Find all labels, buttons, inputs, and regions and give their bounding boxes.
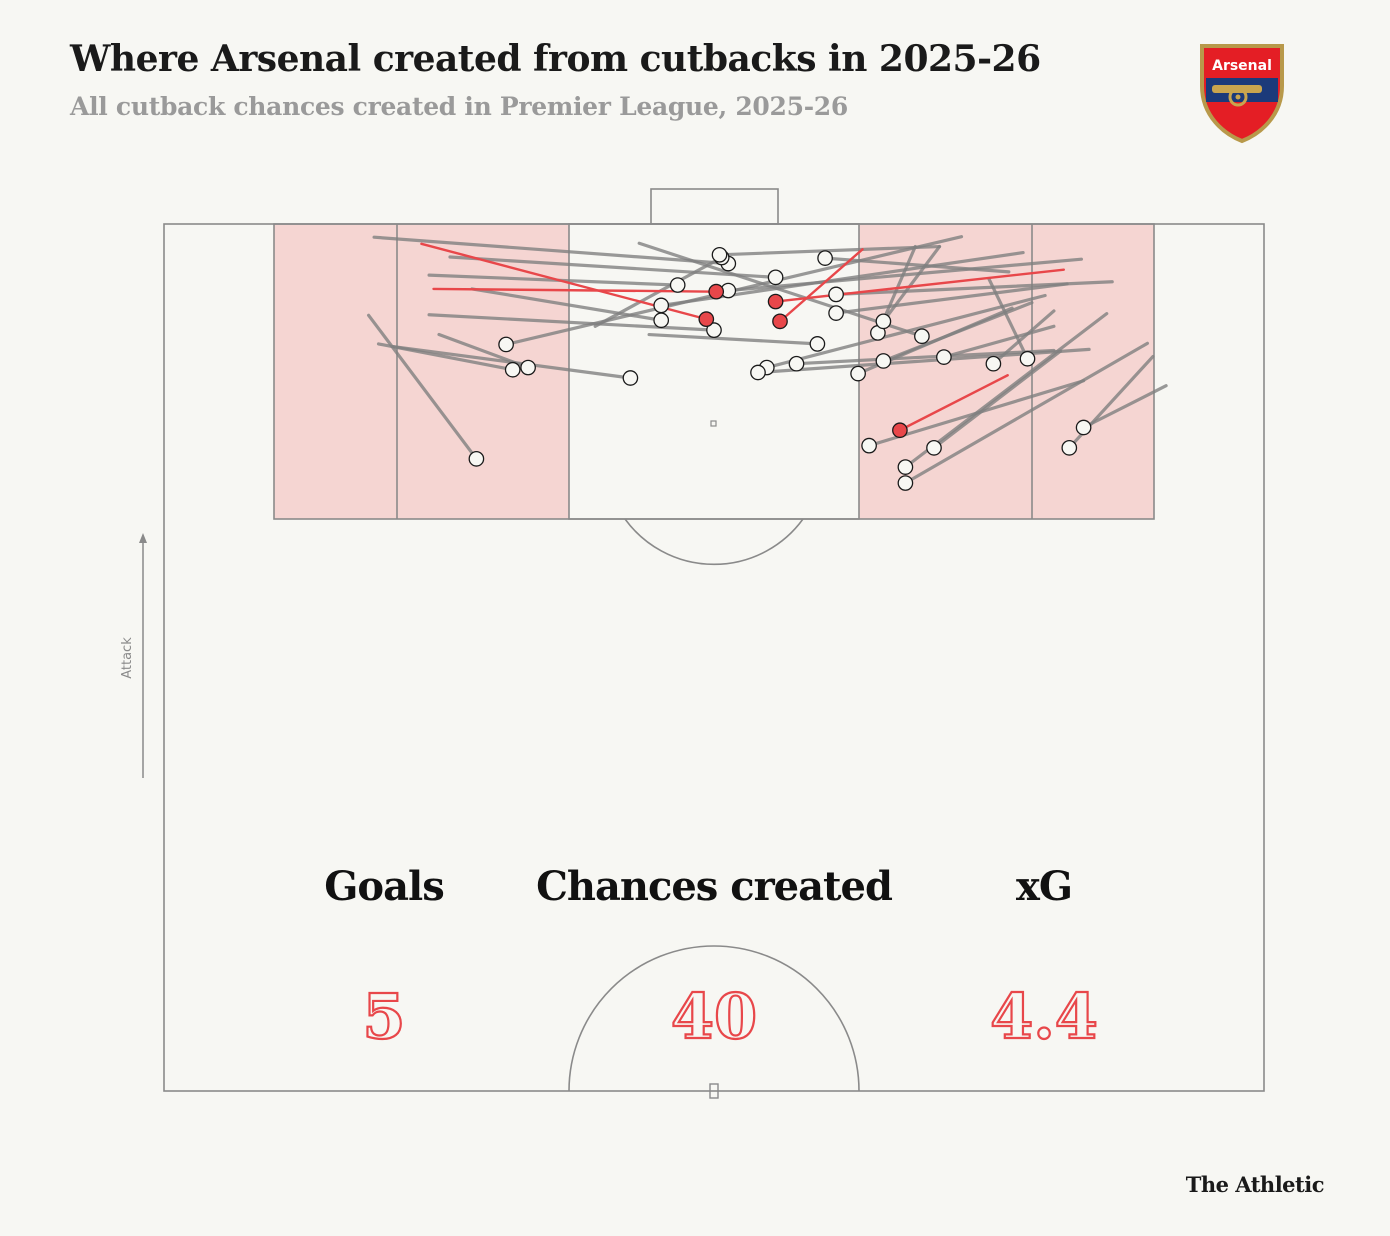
centre-spot <box>709 1083 719 1099</box>
centre-circle <box>568 945 860 1092</box>
goal-shot-point-1 <box>708 283 725 300</box>
chance-pass-line-28 <box>932 349 1063 450</box>
chance-pass-line-1 <box>427 273 680 287</box>
chance-shot-point-32 <box>1075 419 1092 436</box>
goal <box>650 188 779 225</box>
stat-label-2: xG <box>1016 863 1072 910</box>
chance-shot-point-2 <box>767 269 784 286</box>
penalty-spot <box>710 420 717 427</box>
chance-shot-point-9 <box>914 328 930 345</box>
goal-shot-point-3 <box>767 293 784 310</box>
chance-shot-point-12 <box>498 336 514 353</box>
chance-pass-line-23 <box>765 293 1047 370</box>
chance-pass-line-4 <box>427 313 716 332</box>
goal-pass-line-2 <box>778 248 864 323</box>
chance-shot-point-3 <box>653 312 670 329</box>
pass-lines <box>367 235 1168 491</box>
penalty-arc <box>624 518 804 566</box>
stat-label-0: Goals <box>324 863 443 910</box>
chance-pass-line-7 <box>367 313 478 461</box>
stat-value-0: 5 <box>362 980 405 1053</box>
chance-pass-line-34 <box>987 277 1030 361</box>
chance-shot-point-7 <box>468 450 485 467</box>
chance-pass-line-9 <box>637 241 924 338</box>
chance-pass-line-26 <box>756 347 1091 375</box>
stat-value-2: 4.4 <box>990 980 1098 1053</box>
chance-shot-point-33 <box>985 355 1002 372</box>
chance-shot-point-5 <box>622 370 639 386</box>
chance-shot-point-34 <box>1019 350 1036 367</box>
chance-shot-point-14 <box>653 297 670 314</box>
chance-shot-point-31 <box>1061 439 1078 456</box>
chance-pass-line-33 <box>991 309 1056 366</box>
chance-pass-line-6 <box>376 342 515 372</box>
chance-pass-line-32 <box>1081 384 1168 430</box>
chance-shot-point-15 <box>817 250 833 266</box>
chance-pass-line-20 <box>834 280 1114 296</box>
attack-arrow-icon <box>139 533 147 778</box>
goal-pass-line-3 <box>774 268 1066 303</box>
goal-shot-point-4 <box>892 422 908 439</box>
chance-shot-point-1 <box>669 277 686 293</box>
stat-value-1: 40 <box>671 980 757 1053</box>
brand-logo: The Athletic <box>1185 1172 1325 1197</box>
chance-pass-line-10 <box>647 332 820 346</box>
goal-shot-point-2 <box>772 313 788 330</box>
chance-shot-point-22 <box>850 365 866 382</box>
goal-pass-line-4 <box>898 374 1009 432</box>
chance-shot-point-10 <box>809 336 826 352</box>
zone-3 <box>1032 224 1154 519</box>
goal-shot-point-0 <box>698 311 715 327</box>
zone-0 <box>274 224 397 519</box>
chance-shot-point-29 <box>861 437 877 454</box>
chance-shot-point-27 <box>897 459 914 475</box>
chance-pass-line-19 <box>881 244 942 323</box>
chart-subtitle: All cutback chances created in Premier L… <box>70 92 848 121</box>
chart-title: Where Arsenal created from cutbacks in 2… <box>70 38 1041 80</box>
chance-pass-line-16 <box>726 257 1084 293</box>
chance-shot-point-13 <box>711 246 728 263</box>
chance-pass-line-30 <box>903 341 1150 485</box>
chance-pass-line-17 <box>834 282 1069 315</box>
chance-shot-point-28 <box>926 439 942 456</box>
attack-label: Attack <box>120 637 135 679</box>
zone-1 <box>397 224 569 519</box>
goal-pass-line-1 <box>432 287 718 293</box>
crest-label: Arsenal <box>1212 58 1272 74</box>
chance-shot-point-19 <box>875 313 892 330</box>
chance-shot-point-6 <box>504 361 521 378</box>
chance-pass-line-24 <box>794 348 1056 366</box>
chance-pass-line-25 <box>942 324 1056 359</box>
chance-pass-line-27 <box>903 312 1109 469</box>
chance-pass-line-2 <box>448 255 778 279</box>
cutback-zones <box>274 224 1154 519</box>
chance-shot-point-26 <box>750 364 766 381</box>
chance-pass-line-0 <box>372 235 730 266</box>
chance-shot-point-30 <box>897 475 914 491</box>
chance-shot-point-4 <box>706 322 722 338</box>
chance-shot-point-8 <box>520 359 536 376</box>
stats-block: Goals 5 Chances created 40 xG 4.4 <box>324 863 1099 1054</box>
chance-shot-point-17 <box>828 305 844 321</box>
chance-shot-point-25 <box>936 349 952 365</box>
chance-shot-point-24 <box>788 355 805 372</box>
arsenal-crest-icon: Arsenal <box>1200 44 1284 144</box>
chance-pass-line-13 <box>717 244 942 257</box>
chance-shot-point-20 <box>828 286 844 303</box>
chance-shot-point-21 <box>875 353 892 369</box>
stat-label-1: Chances created <box>536 863 893 910</box>
